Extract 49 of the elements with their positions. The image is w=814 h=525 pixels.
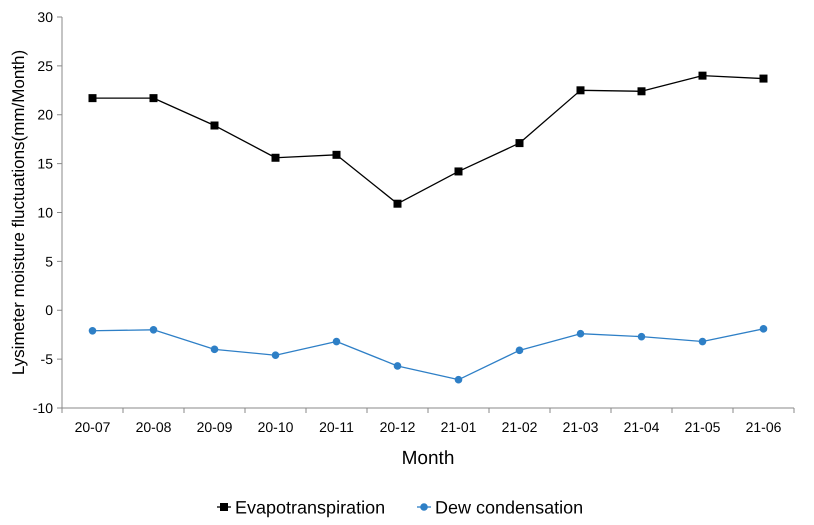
point [272, 351, 280, 360]
point [210, 346, 218, 354]
x-tick-label: 21-04 [624, 419, 660, 435]
point [88, 326, 96, 335]
y-tick-label: 10 [37, 204, 54, 220]
point [638, 332, 646, 340]
point [88, 94, 96, 102]
x-axis-title: Month [402, 448, 454, 469]
point [516, 346, 524, 354]
x-tick-label: 21-03 [562, 419, 599, 435]
y-tick-label: -10 [32, 400, 54, 416]
point [394, 362, 402, 370]
point [760, 74, 768, 83]
x-tick-label: 21-06 [746, 419, 782, 435]
point [698, 338, 706, 346]
point [394, 200, 402, 208]
y-tick-label: 15 [37, 156, 54, 172]
x-tick-label: 21-02 [502, 419, 538, 435]
x-tick-label: 20-09 [196, 419, 233, 435]
point [760, 325, 768, 333]
point [698, 72, 706, 80]
y-tick-label: 5 [45, 253, 54, 270]
x-tick-label: 20-12 [380, 419, 416, 435]
y-tick-label: 25 [37, 58, 54, 74]
x-tick-label: 21-01 [440, 419, 477, 435]
x-tick-label: 20-11 [319, 419, 354, 435]
point [516, 139, 524, 148]
point [332, 338, 340, 346]
y-tick-label: -5 [40, 351, 54, 368]
point [332, 150, 340, 159]
x-tick-label: 20-07 [74, 419, 111, 435]
point [150, 326, 158, 334]
point [638, 87, 646, 96]
point [210, 122, 218, 130]
y-tick-label: 30 [37, 8, 54, 25]
x-tick-label: 20-10 [258, 419, 294, 435]
point [150, 94, 158, 102]
x-tick-label: 20-08 [136, 419, 172, 435]
legend-label: Evapotranspiration [235, 497, 386, 518]
y-tick-label: 20 [37, 106, 54, 123]
point [576, 330, 584, 338]
y-axis-title: Lysimeter moisture fluctuations(mm/Month) [9, 50, 28, 376]
x-tick-label: 21-05 [684, 419, 721, 435]
point [454, 376, 462, 384]
point [272, 154, 280, 162]
y-tick-label: 0 [45, 302, 54, 318]
point [576, 86, 584, 94]
point [454, 167, 462, 176]
legend-label: Dew condensation [435, 497, 584, 518]
